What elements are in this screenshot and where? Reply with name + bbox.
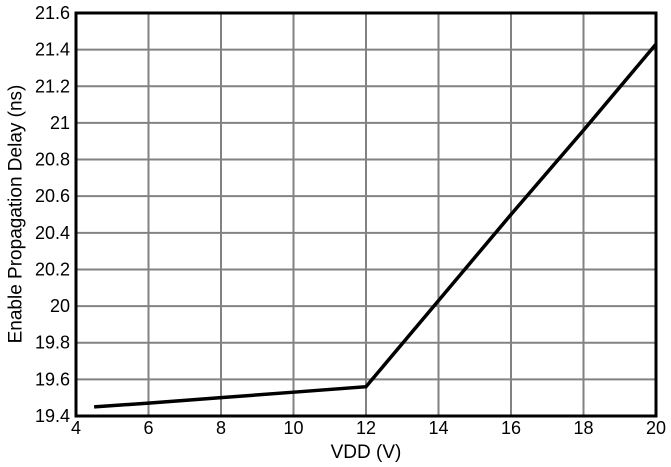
y-tick-label: 21.4 — [35, 40, 70, 60]
y-tick-label: 20.4 — [35, 223, 70, 243]
y-tick-label: 21.6 — [35, 3, 70, 23]
x-axis-title: VDD (V) — [330, 442, 402, 463]
x-tick-label: 4 — [71, 418, 81, 438]
y-tick-label: 21.2 — [35, 76, 70, 96]
y-tick-label: 20.6 — [35, 186, 70, 206]
x-tick-label: 10 — [283, 418, 303, 438]
y-tick-label: 19.4 — [35, 406, 70, 426]
x-tick-label: 6 — [143, 418, 153, 438]
y-tick-label: 20.2 — [35, 259, 70, 279]
x-tick-label: 18 — [573, 418, 593, 438]
data-line — [94, 43, 658, 409]
y-tick-label: 21 — [50, 113, 70, 133]
y-tick-label: 19.8 — [35, 333, 70, 353]
plot-frame — [74, 11, 658, 418]
y-tick-label: 20.8 — [35, 150, 70, 170]
y-tick-label: 19.6 — [35, 369, 70, 389]
x-tick-label: 8 — [216, 418, 226, 438]
y-tick-label: 20 — [50, 296, 70, 316]
x-tick-label: 14 — [428, 418, 448, 438]
x-tick-label: 16 — [501, 418, 521, 438]
y-axis-title: Enable Propagation Delay (ns) — [5, 84, 27, 344]
x-tick-label: 12 — [356, 418, 376, 438]
x-tick-label: 20 — [646, 418, 666, 438]
